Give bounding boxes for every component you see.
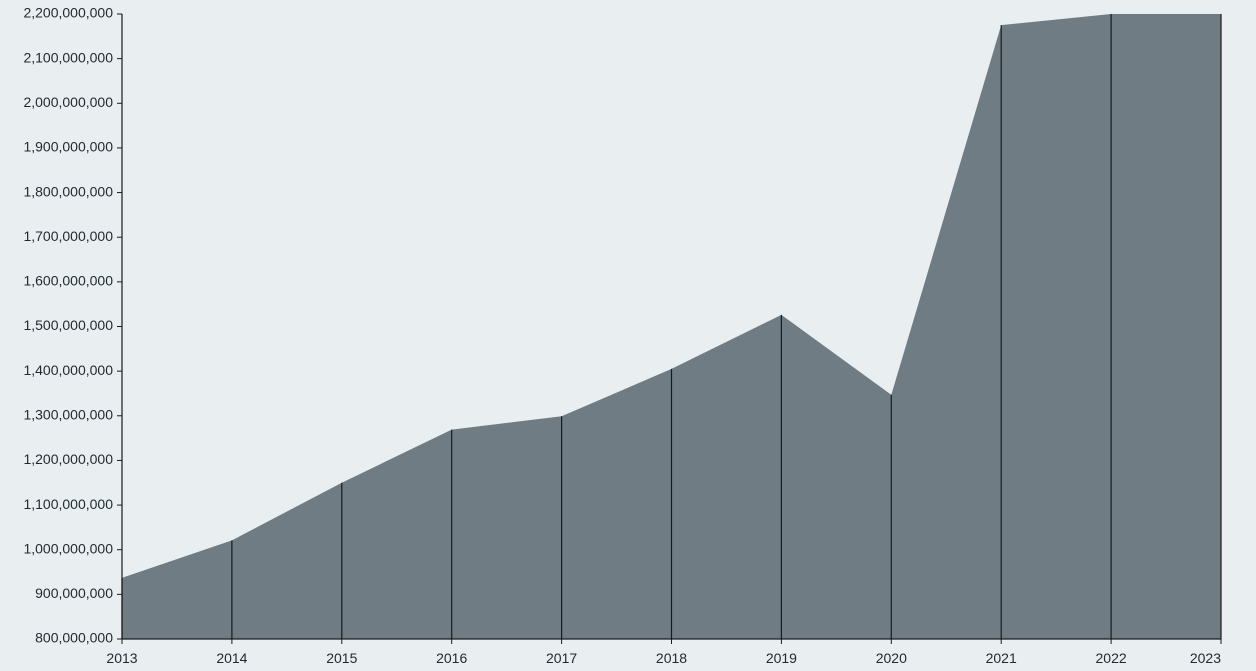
- y-tick-label: 1,400,000,000: [23, 362, 113, 378]
- y-tick-label: 1,200,000,000: [23, 451, 113, 467]
- y-tick-label: 1,900,000,000: [23, 139, 113, 155]
- y-axis-ticks: 800,000,000 900,000,000 1,000,000,000 1,100…: [23, 5, 122, 646]
- x-tick-label-2016: 2016: [436, 650, 467, 666]
- x-axis-ticks: 2013 2014 2015 2016 2017 2018 2019 2020 2021 2022…: [106, 639, 1222, 666]
- x-tick-label-2015: 2015: [326, 650, 357, 666]
- y-tick-label: 1,100,000,000: [23, 496, 113, 512]
- y-tick-label: 800,000,000: [35, 630, 113, 646]
- x-tick-label-2021: 2021: [986, 650, 1017, 666]
- y-tick-label: 2,100,000,000: [23, 49, 113, 65]
- y-tick-label: 1,000,000,000: [23, 540, 113, 556]
- y-tick-label: 1,500,000,000: [23, 317, 113, 333]
- x-tick-label-2014: 2014: [216, 650, 247, 666]
- area-series-fill: [122, 14, 1221, 639]
- x-tick-label-2019: 2019: [766, 650, 797, 666]
- x-tick-label-2023: 2023: [1190, 650, 1221, 666]
- y-tick-label: 900,000,000: [35, 585, 113, 601]
- x-tick-label-2022: 2022: [1096, 650, 1127, 666]
- x-tick-label-2017: 2017: [546, 650, 577, 666]
- y-tick-label: 2,000,000,000: [23, 94, 113, 110]
- x-tick-label-2020: 2020: [876, 650, 907, 666]
- y-tick-label: 1,600,000,000: [23, 273, 113, 289]
- x-tick-label-2018: 2018: [656, 650, 687, 666]
- drop-lines: [121, 14, 1222, 639]
- y-tick-label: 1,300,000,000: [23, 406, 113, 422]
- x-tick-label-2013: 2013: [106, 650, 137, 666]
- y-tick-label: 2,200,000,000: [23, 5, 113, 21]
- y-tick-label: 1,800,000,000: [23, 183, 113, 199]
- y-tick-label: 1,700,000,000: [23, 228, 113, 244]
